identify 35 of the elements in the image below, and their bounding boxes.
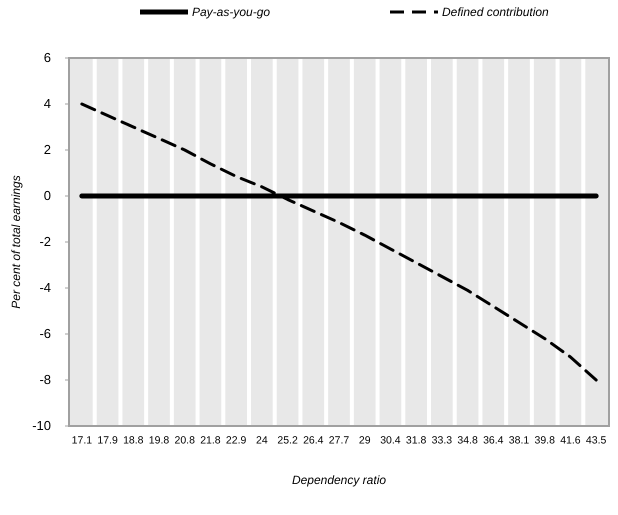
x-tick-label: 36.4 — [483, 434, 504, 446]
x-tick-label: 17.1 — [72, 434, 92, 446]
x-tick-label: 34.8 — [457, 434, 478, 446]
x-axis-title: Dependency ratio — [292, 473, 386, 487]
x-tick-label: 22.9 — [226, 434, 247, 446]
y-tick-label: -6 — [39, 326, 51, 342]
y-tick-label: 4 — [44, 96, 51, 112]
x-tick-label: 33.3 — [432, 434, 452, 446]
y-tick-label: 2 — [44, 142, 51, 158]
x-tick-label: 41.6 — [560, 434, 581, 446]
x-tick-label: 43.5 — [586, 434, 607, 446]
legend-label: Pay-as-you-go — [192, 5, 270, 19]
x-tick-label: 31.8 — [406, 434, 427, 446]
y-tick-label: 0 — [44, 188, 51, 204]
y-tick-label: -4 — [39, 280, 51, 296]
y-tick-label: -10 — [32, 418, 51, 434]
x-tick-label: 38.1 — [508, 434, 530, 446]
x-tick-label: 17.9 — [97, 434, 118, 446]
x-tick-label: 20.8 — [174, 434, 196, 446]
y-tick-label: -2 — [39, 234, 51, 250]
y-axis-title: Per cent of total earnings — [9, 175, 23, 309]
x-tick-label: 26.4 — [303, 434, 324, 446]
y-tick-label: 6 — [44, 50, 51, 66]
x-tick-label: 27.7 — [328, 434, 350, 446]
x-tick-label: 25.2 — [277, 434, 298, 446]
x-tick-label: 19.8 — [148, 434, 170, 446]
x-tick-label: 24 — [256, 434, 268, 446]
x-tick-label: 18.8 — [123, 434, 144, 446]
y-tick-label: -8 — [39, 372, 51, 388]
legend-label: Defined contribution — [442, 5, 550, 19]
line-series — [80, 102, 598, 382]
x-tick-label: 21.8 — [200, 434, 221, 446]
x-tick-label: 39.8 — [534, 434, 556, 446]
x-tick-label: 29 — [358, 434, 371, 446]
x-tick-label: 30.4 — [380, 434, 401, 446]
